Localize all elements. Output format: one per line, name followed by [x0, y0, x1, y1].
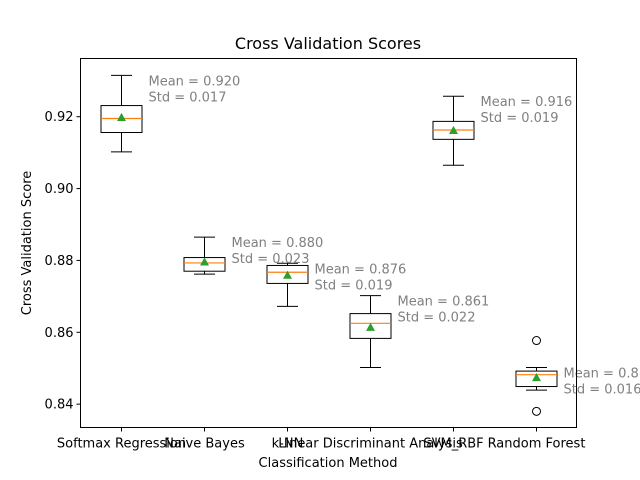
box-annotation: Std = 0.022: [398, 311, 476, 326]
y-tick-label: 0.84: [45, 398, 74, 413]
mean-marker: [117, 112, 126, 122]
box-annotation: Mean = 0.880: [232, 236, 324, 251]
box-group: [515, 336, 558, 416]
plot-frame: [80, 58, 577, 428]
box-annotation: Mean = 0.8: [564, 366, 639, 381]
box-annotation: Std = 0.019: [315, 278, 393, 293]
box-group: [432, 95, 475, 166]
y-tick-label: 0.88: [45, 254, 74, 269]
box-annotation: Mean = 0.916: [481, 95, 573, 110]
box-group: [266, 262, 309, 307]
mean-marker: [366, 322, 375, 331]
outlier-point: [532, 406, 541, 416]
boxes-layer: [100, 74, 558, 416]
iqr-box: [515, 370, 558, 388]
box-group: [349, 295, 392, 368]
x-axis-label: Classification Method: [259, 456, 398, 471]
box-annotation: Mean = 0.920: [149, 74, 241, 89]
y-tick-label: 0.86: [45, 326, 74, 341]
x-tick-label: k-NN: [272, 437, 304, 452]
box-annotation: Mean = 0.876: [315, 262, 407, 277]
x-tick-label: SVM_RBF: [423, 437, 483, 452]
box-group: [100, 74, 143, 153]
outlier-point: [532, 336, 541, 346]
box-annotation: Mean = 0.861: [398, 295, 490, 310]
box-group: [183, 236, 226, 275]
box-annotation: Std = 0.019: [481, 111, 559, 126]
y-tick-label: 0.90: [45, 182, 74, 197]
iqr-box: [349, 313, 392, 339]
x-tick-label: Random Forest: [488, 437, 586, 452]
ticks-layer: 0.84 0.86 0.88 0.90 0.92 Softmax RegressionNa…: [45, 110, 586, 451]
mean-marker: [532, 373, 541, 382]
mean-marker: [449, 125, 458, 134]
x-tick-label: Softmax Regression: [57, 437, 186, 452]
x-tick-label: Linear Discriminant Analysis: [278, 437, 463, 452]
chart-title: Cross Validation Scores: [235, 34, 421, 53]
y-axis-label: Cross Validation Score: [20, 171, 35, 316]
box-annotation: Std = 0.017: [149, 90, 227, 105]
mean-marker: [200, 257, 209, 266]
mean-marker: [283, 270, 292, 279]
box-annotation: Std = 0.023: [232, 252, 310, 267]
box-annotation: Std = 0.016: [564, 382, 640, 397]
iqr-box: [266, 264, 309, 284]
x-tick-label: Naive Bayes: [164, 437, 245, 452]
y-tick-label: 0.92: [45, 110, 74, 125]
